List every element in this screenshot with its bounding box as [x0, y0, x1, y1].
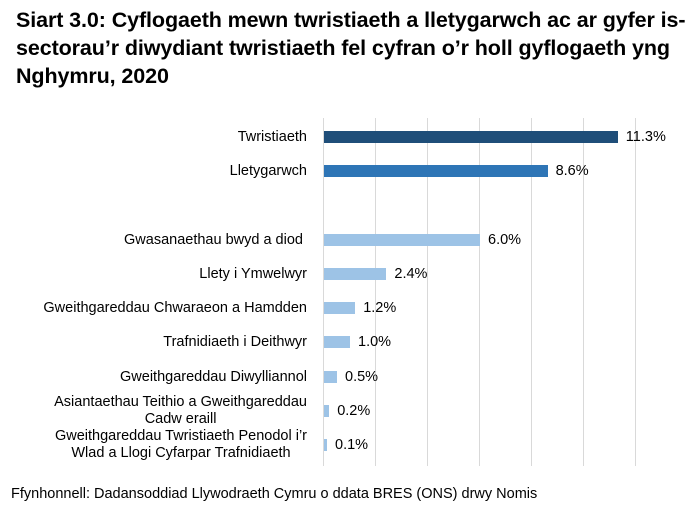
category-label: Gweithgareddau Diwylliannol: [120, 368, 307, 385]
category-label: Gwasanaethau bwyd a diod: [124, 231, 307, 248]
bar: [324, 371, 337, 383]
category-label: Gweithgareddau Chwaraeon a Hamdden: [43, 299, 307, 316]
gridline: [479, 118, 480, 466]
data-label: 0.5%: [345, 369, 379, 385]
data-label: 2.4%: [394, 266, 428, 282]
category-label: Twristiaeth: [237, 128, 307, 145]
gridline: [531, 118, 532, 466]
bar: [324, 405, 330, 417]
source-note: Ffynhonnell: Dadansoddiad Llywodraeth Cy…: [11, 486, 538, 502]
axis-line: [323, 118, 324, 466]
bar: [324, 131, 618, 143]
category-label: Gweithgareddau Twristiaeth Penodol i’r Wl…: [54, 428, 307, 461]
bar: [324, 234, 480, 246]
category-label: Llety i Ymwelwyr: [199, 265, 307, 282]
bar: [324, 268, 387, 280]
bar: [324, 165, 548, 177]
data-label: 11.3%: [625, 129, 666, 145]
data-label: 6.0%: [488, 232, 522, 248]
data-label: 1.2%: [363, 300, 397, 316]
data-label: 0.1%: [335, 437, 369, 453]
category-label: Trafnidiaeth i Deithwyr: [163, 333, 307, 350]
category-label: Lletygarwch: [229, 162, 307, 179]
bar: [324, 439, 327, 451]
bar: [324, 302, 356, 314]
data-label: 0.2%: [337, 403, 371, 419]
gridline: [427, 118, 428, 466]
bar: [324, 336, 350, 348]
gridline: [583, 118, 584, 466]
category-label: Asiantaethau Teithio a Gweithgareddau Cad…: [54, 394, 307, 427]
chart-title: Siart 3.0: Cyflogaeth mewn twristiaeth a…: [16, 8, 686, 88]
data-label: 8.6%: [555, 163, 589, 179]
gridline: [635, 118, 636, 466]
gridline: [375, 118, 376, 466]
data-label: 1.0%: [358, 334, 392, 350]
